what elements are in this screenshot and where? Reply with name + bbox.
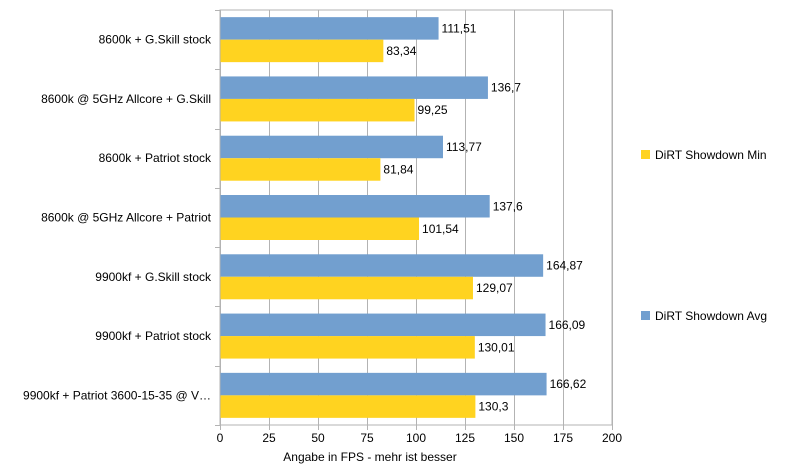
x-axis-title: Angabe in FPS - mehr ist besser (283, 450, 456, 464)
category-label: 8600k + Patriot stock (99, 151, 212, 165)
bar-avg (220, 17, 439, 40)
legend-label: DiRT Showdown Avg (655, 309, 767, 323)
x-tick-label: 25 (262, 431, 276, 445)
bar-value-label: 137,6 (493, 199, 523, 213)
bar-avg (220, 254, 544, 277)
bar-value-label: 101,54 (422, 222, 459, 236)
category-label: 9900kf + G.Skill stock (95, 270, 212, 284)
bar-avg (220, 313, 546, 337)
bar-value-label: 81,84 (383, 162, 413, 176)
x-tick-label: 125 (455, 431, 475, 445)
bar-avg (220, 195, 490, 218)
bar-value-label: 136,7 (491, 81, 521, 95)
chart-category-labels: 8600k + G.Skill stock 8600k @ 5GHz Allcor… (23, 33, 212, 403)
bar-min (220, 336, 475, 359)
plot-area-frame (219, 9, 613, 426)
bar-value-label: 111,51 (442, 21, 477, 35)
chart-x-tick-labels: 0 25 50 75 100 125 150 175 200 (217, 431, 623, 445)
bar-value-label: 99,25 (418, 103, 448, 117)
legend-swatch (641, 150, 650, 159)
bar-min (220, 217, 420, 240)
bar-value-label: 130,01 (478, 340, 515, 354)
bar-min (220, 98, 415, 122)
bar-min (220, 276, 473, 300)
bar-value-label: 166,62 (550, 377, 587, 391)
bar-value-label: 130,3 (478, 400, 508, 414)
bar-value-label: 113,77 (446, 140, 482, 154)
bar-min (220, 158, 381, 181)
chart-bars (220, 17, 547, 418)
chart-legend: DiRT Showdown Min DiRT Showdown Avg (641, 148, 767, 323)
legend-swatch (641, 311, 650, 320)
x-tick-label: 200 (602, 431, 622, 445)
x-tick-label: 100 (406, 431, 426, 445)
bar-value-label: 83,34 (386, 44, 416, 58)
category-label: 9900kf + Patriot 3600-15-35 @ V… (23, 388, 211, 402)
bar-avg (220, 372, 547, 396)
category-label: 8600k + G.Skill stock (99, 33, 212, 47)
x-tick-label: 150 (504, 431, 524, 445)
bar-avg (220, 135, 443, 159)
chart-data-labels: 111,51 83,34 136,7 99,25 113,77 81,84 137,6 101… (383, 21, 586, 413)
x-tick-label: 175 (553, 431, 573, 445)
bar-value-label: 166,09 (549, 318, 586, 332)
bar-min (220, 39, 384, 63)
bar-value-label: 129,07 (476, 281, 513, 295)
x-tick-label: 75 (360, 431, 374, 445)
bar-value-label: 164,87 (546, 259, 583, 273)
x-tick-label: 0 (217, 431, 224, 445)
x-tick-label: 50 (311, 431, 325, 445)
category-label: 9900kf + Patriot stock (95, 329, 212, 343)
bar-min (220, 395, 476, 418)
category-label: 8600k @ 5GHz Allcore + Patriot (41, 211, 212, 225)
category-label: 8600k @ 5GHz Allcore + G.Skill (41, 92, 211, 106)
legend-label: DiRT Showdown Min (655, 148, 767, 162)
bar-avg (220, 76, 488, 99)
